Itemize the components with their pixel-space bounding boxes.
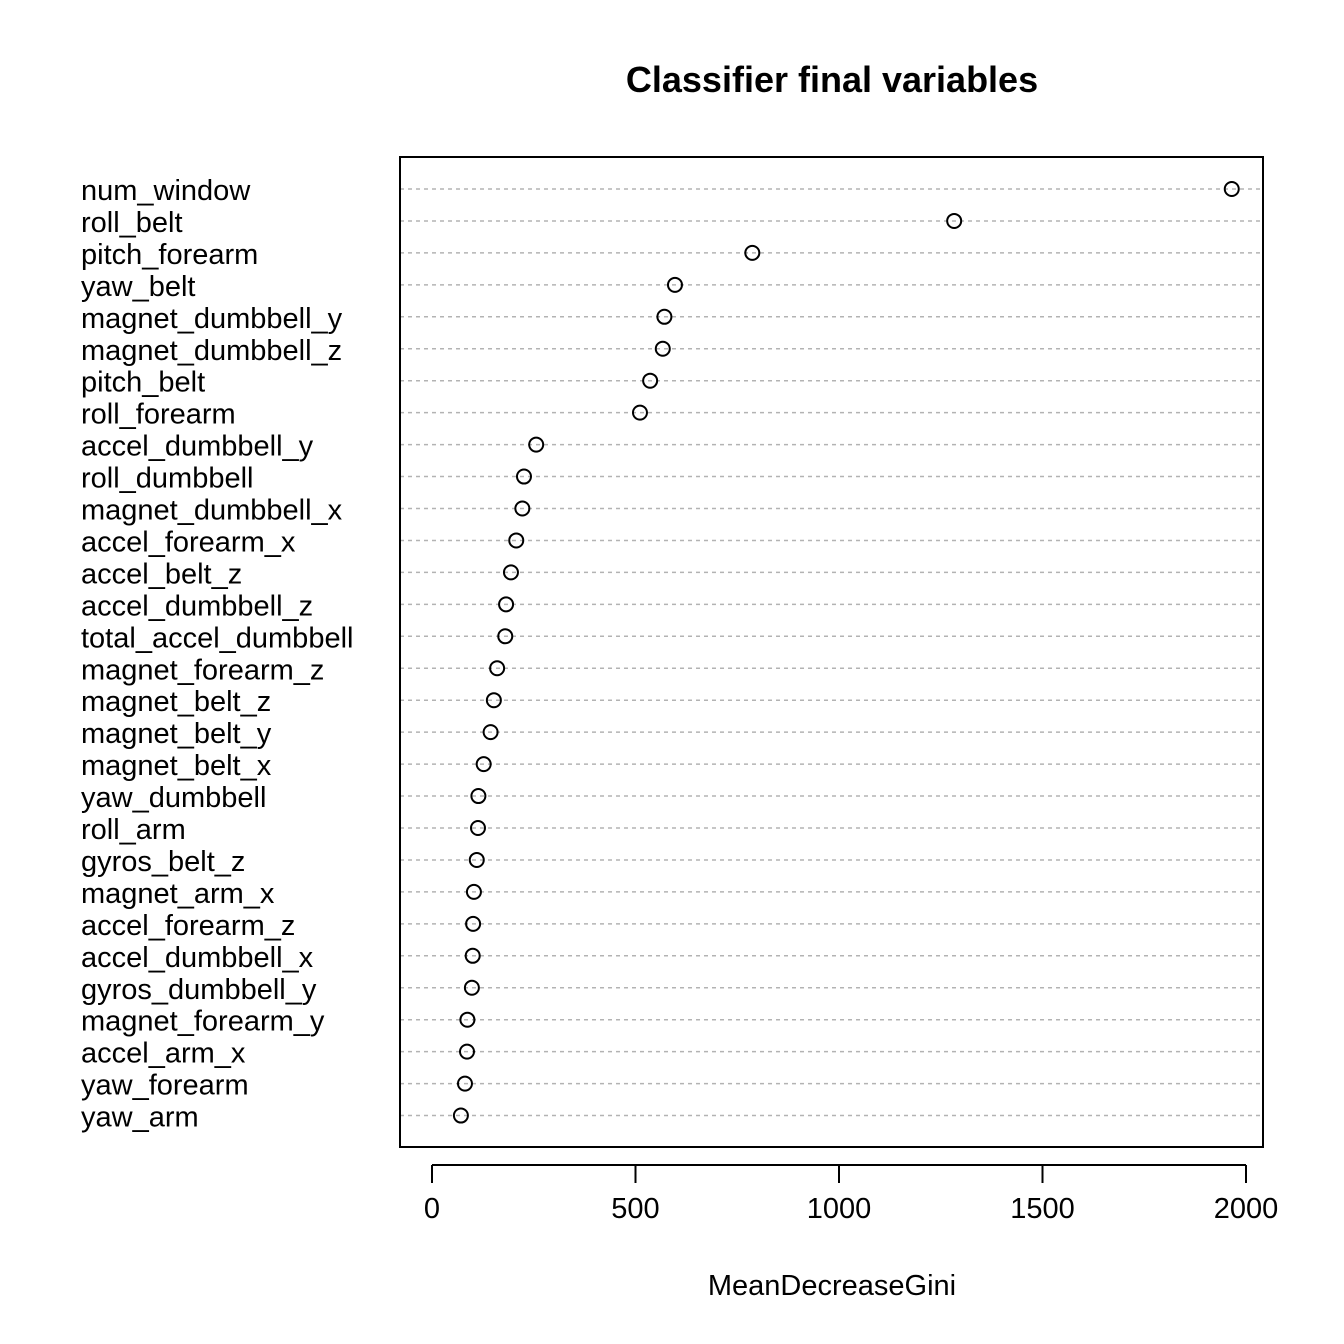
data-points [452, 181, 1240, 1124]
data-point [456, 1075, 473, 1092]
data-point [528, 436, 545, 453]
category-label: magnet_dumbbell_z [81, 335, 342, 367]
data-point [463, 979, 480, 996]
data-point [656, 308, 673, 325]
data-point [459, 1043, 476, 1060]
x-tick-label: 500 [611, 1193, 659, 1225]
category-label: gyros_belt_z [81, 846, 245, 878]
data-point [744, 244, 761, 261]
category-label: gyros_dumbbell_y [81, 974, 317, 1006]
category-label: magnet_belt_z [81, 686, 271, 718]
data-point [475, 756, 492, 773]
category-label: num_window [81, 175, 251, 207]
data-point [452, 1107, 469, 1124]
data-point [654, 340, 671, 357]
x-tick-label: 1500 [1010, 1193, 1075, 1225]
category-label: magnet_forearm_z [81, 654, 324, 686]
plot-frame [399, 156, 1264, 1148]
category-label: magnet_forearm_y [81, 1006, 325, 1038]
category-label: yaw_dumbbell [81, 782, 266, 814]
category-label: magnet_belt_y [81, 718, 272, 750]
category-label: roll_forearm [81, 399, 236, 431]
data-point [497, 628, 514, 645]
category-label: magnet_belt_x [81, 750, 272, 782]
category-label: roll_dumbbell [81, 463, 254, 495]
category-label: roll_arm [81, 814, 186, 846]
category-labels: num_windowroll_beltpitch_forearmyaw_belt… [81, 175, 353, 1134]
x-tick-label: 0 [424, 1193, 440, 1225]
grid-lines [400, 188, 1263, 1117]
data-point [482, 724, 499, 741]
category-label: magnet_dumbbell_x [81, 495, 343, 527]
data-point [666, 276, 683, 293]
x-tick-label: 1000 [807, 1193, 872, 1225]
data-point [1223, 181, 1240, 197]
data-point [468, 851, 485, 868]
data-point [514, 500, 531, 517]
category-label: roll_belt [81, 207, 183, 239]
x-tick-label: 2000 [1214, 1193, 1279, 1225]
category-label: accel_arm_x [81, 1038, 246, 1070]
data-point [470, 788, 487, 805]
data-point [465, 883, 482, 900]
data-point [515, 468, 532, 485]
x-axis: 0 500 1000 1500 2000 [424, 1164, 1279, 1225]
data-point [502, 564, 519, 581]
category-label: yaw_arm [81, 1102, 199, 1134]
data-point [642, 372, 659, 389]
data-point [498, 596, 515, 613]
category-label: accel_forearm_z [81, 910, 295, 942]
chart-title: Classifier final variables [626, 59, 1038, 100]
category-label: accel_belt_z [81, 558, 242, 590]
category-label: magnet_dumbbell_y [81, 303, 343, 335]
category-label: total_accel_dumbbell [81, 622, 353, 654]
category-label: pitch_belt [81, 367, 205, 399]
data-point [469, 820, 486, 836]
data-point [946, 212, 963, 229]
data-point [508, 532, 525, 549]
x-axis-label: MeanDecreaseGini [708, 1270, 956, 1302]
category-label: accel_dumbbell_x [81, 942, 314, 974]
data-point [459, 1011, 476, 1028]
category-label: accel_forearm_x [81, 526, 296, 558]
category-label: magnet_arm_x [81, 878, 275, 910]
category-label: yaw_forearm [81, 1070, 249, 1102]
category-label: yaw_belt [81, 271, 195, 303]
data-point [465, 915, 482, 932]
category-label: accel_dumbbell_y [81, 431, 314, 463]
data-point [485, 692, 502, 709]
category-label: accel_dumbbell_z [81, 590, 313, 622]
category-label: pitch_forearm [81, 239, 258, 271]
data-point [464, 947, 481, 964]
data-point [489, 660, 506, 677]
data-point [631, 404, 648, 421]
